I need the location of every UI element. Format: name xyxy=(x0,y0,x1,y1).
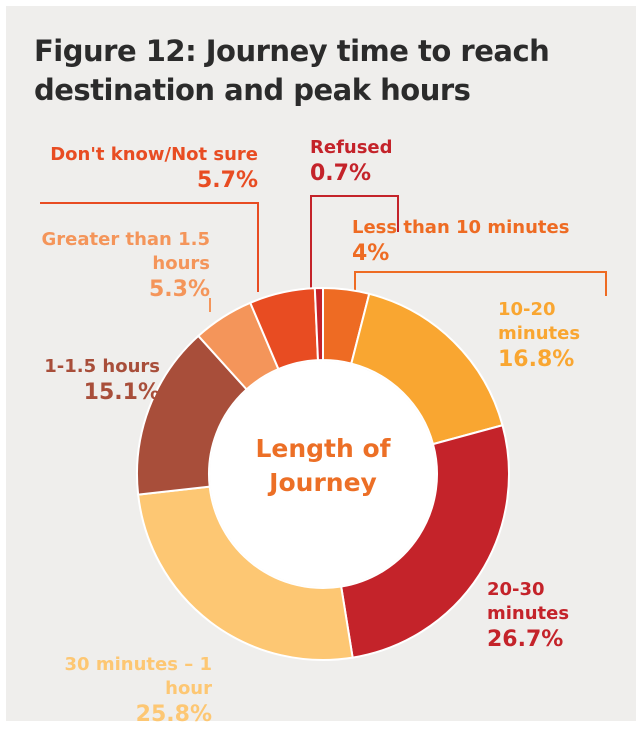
category-label: Less than 10 minutes xyxy=(352,217,570,238)
value-label: 5.7% xyxy=(196,168,258,193)
donut-segment xyxy=(313,286,324,362)
category-label: Don't know/Not sure xyxy=(50,144,258,165)
slice-label: 30 minutes – 1 hour 25.8% xyxy=(40,653,212,729)
value-label: 26.7% xyxy=(487,627,564,652)
slice-label: Refused 0.7% xyxy=(310,136,430,188)
leader-line xyxy=(354,271,607,296)
chart-title: Figure 12: Journey time to reach destina… xyxy=(34,34,550,107)
leader-line xyxy=(40,202,259,292)
category-label: Greater than 1.5 hours xyxy=(41,229,211,274)
slice-label: 10-20 minutes 16.8% xyxy=(498,298,608,374)
category-label: Refused xyxy=(310,137,393,158)
leader-lines xyxy=(40,195,607,312)
value-label: 0.7% xyxy=(310,161,372,186)
center-label: Length of Journey xyxy=(255,434,391,497)
donut-segment xyxy=(340,424,510,659)
value-label: 5.3% xyxy=(148,277,210,302)
category-label: 20-30 minutes xyxy=(487,579,570,624)
slice-label: Greater than 1.5 hours 5.3% xyxy=(20,228,211,304)
category-label: 1-1.5 hours xyxy=(44,356,160,377)
value-label: 25.8% xyxy=(135,702,212,727)
slice-label: Don't know/Not sure 5.7% xyxy=(20,143,258,195)
donut-hole xyxy=(210,361,436,587)
category-label: 10-20 minutes xyxy=(498,299,581,344)
value-label: 15.1% xyxy=(83,380,160,405)
value-label: 16.8% xyxy=(498,347,575,372)
slice-label: 1-1.5 hours 15.1% xyxy=(20,355,160,407)
donut-segment xyxy=(137,485,354,661)
category-label: 30 minutes – 1 hour xyxy=(64,654,212,699)
slice-label: Less than 10 minutes 4% xyxy=(352,216,592,268)
leader-line xyxy=(310,195,399,290)
slice-label: 20-30 minutes 26.7% xyxy=(487,578,597,654)
value-label: 4% xyxy=(352,241,390,266)
